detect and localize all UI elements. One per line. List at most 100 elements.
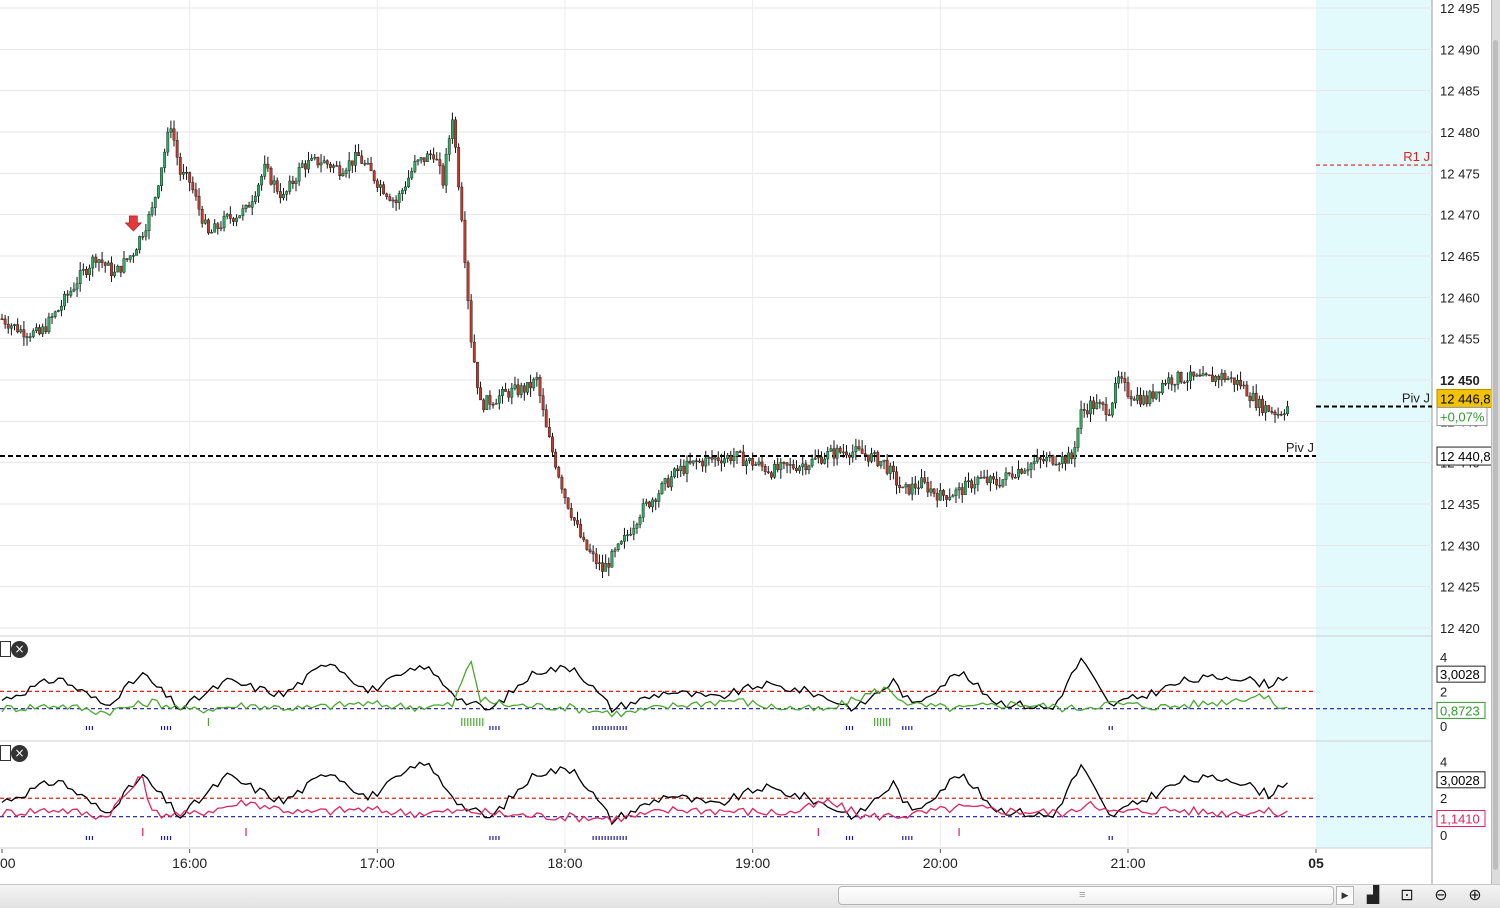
candle-body: [210, 232, 213, 234]
zoom-in-icon[interactable]: ⊕: [1468, 885, 1482, 904]
candle-body: [1139, 394, 1142, 405]
candle-body: [472, 341, 476, 363]
zoom-out-icon[interactable]: ⊖: [1434, 885, 1448, 904]
candle-body: [1007, 472, 1011, 475]
candle-body: [100, 259, 104, 263]
candle-body: [106, 262, 110, 266]
price-tick-label: 12 480: [1440, 125, 1480, 140]
candle-body: [1232, 377, 1236, 385]
candle-body: [31, 330, 35, 337]
gridlines: [0, 0, 1432, 848]
candle-body: [494, 403, 498, 405]
candle-body: [416, 159, 420, 162]
candle-body: [776, 463, 780, 471]
candle-body: [275, 180, 279, 192]
indicator-tick-label: 2: [1440, 791, 1447, 806]
candle-body: [942, 490, 945, 496]
candle-body: [294, 180, 298, 184]
candle-body: [795, 467, 798, 471]
candle-body: [763, 466, 767, 472]
candle-body: [213, 223, 217, 233]
candle-body: [532, 379, 536, 389]
panel-1-maximize-button[interactable]: [0, 641, 11, 657]
candle-body: [963, 480, 967, 495]
candle-body: [1120, 376, 1124, 379]
candle-body: [1264, 405, 1268, 413]
candle-body: [557, 467, 561, 478]
candle-body: [144, 230, 148, 237]
candle-body: [594, 553, 598, 564]
indicator-value-tag-box: [1436, 701, 1486, 719]
candle-body: [698, 460, 701, 463]
candle-body: [1270, 411, 1274, 413]
candle-body: [491, 404, 495, 406]
candle-body: [1020, 469, 1024, 474]
candle-body: [360, 155, 364, 164]
candle-body: [488, 395, 492, 405]
candle-body: [876, 452, 880, 466]
current-price-tag: 12 446,8: [1440, 391, 1491, 406]
candle-body: [985, 476, 989, 484]
candle-body: [626, 534, 629, 536]
candle-body: [47, 316, 51, 333]
panel-1-close-button[interactable]: ×: [11, 641, 28, 658]
candle-body: [920, 477, 923, 489]
candle-body: [385, 193, 389, 197]
horizontal-scrollbar[interactable]: ≡: [838, 886, 1334, 905]
candle-body: [6, 323, 10, 329]
candle-body: [751, 457, 755, 466]
indicator-value-tag-box: [1436, 771, 1486, 789]
candle-body: [1129, 396, 1133, 400]
candle-body: [988, 476, 992, 484]
candle-body: [895, 471, 898, 486]
vertical-scroll-thumb[interactable]: [1493, 40, 1498, 870]
candle-body: [1123, 378, 1127, 383]
candle-body: [757, 461, 761, 465]
candle-body: [1095, 402, 1099, 410]
candle-body: [1045, 457, 1049, 462]
candle-body: [992, 476, 995, 480]
candle-body: [216, 223, 220, 229]
candle-body: [178, 157, 182, 175]
candle-body: [648, 501, 651, 508]
zoom-fit-icon[interactable]: ⊡: [1400, 885, 1414, 904]
candle-body: [94, 256, 98, 263]
candle-body: [19, 329, 23, 333]
candle-body: [1273, 411, 1277, 415]
candle-body: [816, 456, 820, 459]
pivot-level-label: Piv J: [1402, 390, 1430, 405]
price-tick-label: 12 430: [1440, 538, 1480, 553]
candle-body: [476, 361, 479, 388]
candle-body: [322, 160, 326, 164]
candle-body: [917, 487, 920, 490]
candle-body: [598, 562, 601, 564]
candle-body: [579, 524, 583, 538]
panel-2-close-button[interactable]: ×: [11, 745, 28, 762]
candle-body: [501, 389, 504, 396]
candle-body: [967, 480, 970, 482]
chart-settings-icon[interactable]: ▟: [1366, 885, 1380, 904]
candle-body: [901, 486, 905, 489]
candle-body: [394, 199, 398, 203]
candle-body: [1142, 395, 1146, 405]
candle-body: [28, 336, 32, 338]
scroll-right-icon[interactable]: ▶: [1336, 886, 1354, 905]
indicator-value-tag: 0,8723: [1440, 703, 1480, 718]
candle-body: [907, 484, 911, 495]
candle-body: [141, 236, 145, 238]
candle-body: [1110, 402, 1114, 416]
indicator-series-red: [1, 776, 1288, 824]
candle-body: [1132, 398, 1136, 401]
candle-body: [673, 468, 676, 477]
candle-body: [50, 316, 54, 318]
candle-body: [113, 271, 117, 276]
candle-body: [938, 490, 942, 501]
candle-body: [310, 157, 314, 161]
candle-body: [741, 451, 745, 466]
candle-body: [885, 459, 889, 474]
candle-body: [332, 165, 335, 168]
panel-2-maximize-button[interactable]: [0, 745, 11, 761]
candle-body: [128, 255, 132, 260]
candle-body: [832, 448, 836, 459]
